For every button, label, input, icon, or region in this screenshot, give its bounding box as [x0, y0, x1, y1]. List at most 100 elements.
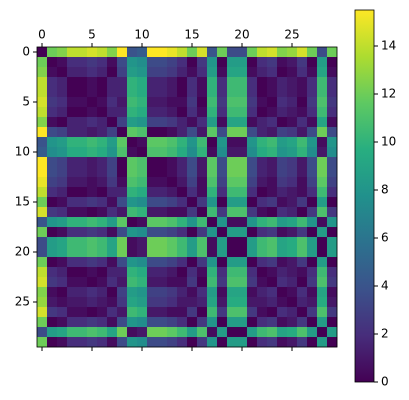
heatmap-cell: [257, 307, 268, 318]
heatmap-cell: [277, 297, 288, 308]
heatmap-cell: [207, 267, 218, 278]
heatmap-cell: [147, 287, 158, 298]
heatmap-cell: [117, 207, 128, 218]
colorbar-tick-label: 6: [381, 231, 389, 245]
heatmap-cell: [297, 97, 308, 108]
heatmap-cell: [187, 307, 198, 318]
heatmap-cell: [87, 327, 98, 338]
heatmap-cell: [297, 107, 308, 118]
heatmap-cell: [177, 297, 188, 308]
heatmap-cell: [47, 227, 58, 238]
heatmap-cell: [187, 47, 198, 58]
heatmap-cell: [197, 257, 208, 268]
heatmap-cell: [157, 87, 168, 98]
heatmap-cell: [287, 207, 298, 218]
heatmap-cell: [177, 327, 188, 338]
heatmap-cell: [177, 137, 188, 148]
heatmap-cell: [57, 47, 68, 58]
heatmap-cell: [327, 47, 338, 58]
heatmap-cell: [137, 47, 148, 58]
heatmap-cell: [47, 197, 58, 208]
heatmap-cell: [137, 227, 148, 238]
heatmap-cell: [317, 137, 328, 148]
heatmap-cell: [327, 227, 338, 238]
heatmap-cell: [127, 187, 138, 198]
heatmap-cell: [307, 297, 318, 308]
heatmap-cell: [217, 57, 228, 68]
heatmap-cell: [267, 197, 278, 208]
heatmap-cell: [277, 77, 288, 88]
heatmap-cell: [177, 267, 188, 278]
heatmap-cell: [167, 227, 178, 238]
heatmap-cell: [127, 247, 138, 258]
heatmap-cell: [167, 247, 178, 258]
heatmap-cell: [107, 157, 118, 168]
heatmap-cell: [157, 327, 168, 338]
heatmap-cell: [307, 67, 318, 78]
heatmap-cell: [307, 287, 318, 298]
heatmap-cell: [227, 247, 238, 258]
heatmap-cell: [277, 107, 288, 118]
heatmap-cell: [47, 167, 58, 178]
heatmap-cell: [307, 47, 318, 58]
heatmap-cell: [97, 187, 108, 198]
heatmap-cell: [237, 237, 248, 248]
heatmap-cell: [287, 317, 298, 328]
heatmap-cell: [67, 247, 78, 258]
heatmap-cell: [197, 137, 208, 148]
heatmap-cell: [247, 297, 258, 308]
heatmap-cell: [97, 107, 108, 118]
heatmap-cell: [307, 137, 318, 148]
heatmap-cell: [147, 167, 158, 178]
heatmap-cell: [87, 257, 98, 268]
heatmap-cell: [47, 207, 58, 218]
heatmap-cell: [267, 297, 278, 308]
heatmap-cell: [247, 207, 258, 218]
y-tick-label: 0: [22, 45, 30, 59]
heatmap-cell: [157, 97, 168, 108]
heatmap-cell: [227, 307, 238, 318]
heatmap-cell: [37, 137, 48, 148]
heatmap-cell: [77, 57, 88, 68]
heatmap-cell: [197, 97, 208, 108]
heatmap-cell: [187, 227, 198, 238]
heatmap-cell: [97, 217, 108, 228]
heatmap-cell: [107, 57, 118, 68]
heatmap-cell: [257, 177, 268, 188]
heatmap-cell: [287, 297, 298, 308]
heatmap-cell: [247, 327, 258, 338]
heatmap-cell: [127, 207, 138, 218]
heatmap-cell: [147, 217, 158, 228]
heatmap-cell: [67, 227, 78, 238]
heatmap-cell: [97, 157, 108, 168]
heatmap-cell: [317, 167, 328, 178]
heatmap-cell: [247, 87, 258, 98]
heatmap-cell: [267, 167, 278, 178]
heatmap-cell: [317, 117, 328, 128]
heatmap-cell: [247, 307, 258, 318]
heatmap-cell: [297, 317, 308, 328]
heatmap-cell: [37, 167, 48, 178]
heatmap-cell: [57, 167, 68, 178]
heatmap-cell: [307, 167, 318, 178]
heatmap-cell: [117, 127, 128, 138]
heatmap-cell: [77, 47, 88, 58]
heatmap-cell: [127, 167, 138, 178]
heatmap-cell: [97, 257, 108, 268]
heatmap-cell: [137, 337, 148, 348]
heatmap-cell: [67, 137, 78, 148]
heatmap-cell: [127, 107, 138, 118]
heatmap-cell: [157, 107, 168, 118]
heatmap-cell: [217, 257, 228, 268]
heatmap-cell: [237, 77, 248, 88]
heatmap-cell: [207, 337, 218, 348]
heatmap-cell: [57, 67, 68, 78]
heatmap-cell: [67, 57, 78, 68]
heatmap-cell: [287, 227, 298, 238]
heatmap-cell: [187, 177, 198, 188]
heatmap-cell: [277, 47, 288, 58]
heatmap-cell: [217, 177, 228, 188]
heatmap-cell: [317, 87, 328, 98]
heatmap-cell: [307, 337, 318, 348]
heatmap-cell: [177, 277, 188, 288]
